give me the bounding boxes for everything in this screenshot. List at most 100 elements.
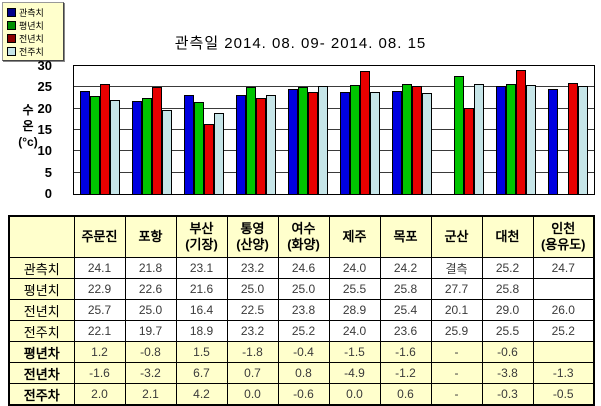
bar-series-container xyxy=(74,66,594,194)
bar-전년치-포항 xyxy=(152,87,162,194)
table-cell: 0.6 xyxy=(379,383,432,406)
row-header: 전주차 xyxy=(8,383,75,406)
gridline xyxy=(74,129,594,130)
bar-전년치-목포 xyxy=(412,85,422,194)
legend-key-swatch xyxy=(7,21,16,30)
table-cell: 21.8 xyxy=(124,257,177,279)
table-cell: 19.7 xyxy=(124,320,177,342)
table-cell: 24.1 xyxy=(73,257,126,279)
table-cell: 23.8 xyxy=(277,299,330,321)
table-cell: 22.9 xyxy=(73,278,126,300)
table-row-평년차: 평년차 1.2 -0.8 1.5 -1.8 -0.4 -1.5 -1.6- -0.6 xyxy=(8,341,595,363)
bar-관측치-포항 xyxy=(132,101,142,194)
bar-전년치-군산 xyxy=(464,108,474,194)
table-cell: 25.9 xyxy=(430,320,483,342)
bar-전주치-대천 xyxy=(526,85,536,194)
plot-area xyxy=(73,65,595,195)
table-row-전주치: 전주치 22.1 19.7 18.9 23.2 25.2 24.0 23.6 25.9 25.5 2… xyxy=(8,320,595,342)
legend-key-swatch xyxy=(7,47,16,56)
table-cell: 0.7 xyxy=(226,362,279,384)
y-axis-tick-label: 10 xyxy=(37,143,52,159)
y-axis-title: 수 온 (°c) xyxy=(18,103,38,149)
legend-item: 전주치 xyxy=(7,45,59,58)
table-cell: 1.2 xyxy=(73,341,126,363)
table-cell: - xyxy=(430,383,483,406)
bar-group-주문진 xyxy=(74,66,126,194)
bar-평년치-대천 xyxy=(506,83,516,194)
legend-item-label: 관측치 xyxy=(19,7,44,18)
row-header: 평년치 xyxy=(8,278,75,300)
column-header-부산(기장): 부산 (기장) xyxy=(175,215,228,258)
row-header: 전주치 xyxy=(8,320,75,342)
table-cell: 22.5 xyxy=(226,299,279,321)
table-cell: 23.2 xyxy=(226,257,279,279)
table-cell: 23.2 xyxy=(226,320,279,342)
table-cell: 23.1 xyxy=(175,257,228,279)
legend-item: 평년치 xyxy=(7,19,59,32)
table-cell: -4.9 xyxy=(328,362,381,384)
table-cell: 27.7 xyxy=(430,278,483,300)
bar-평년치-군산 xyxy=(454,75,464,194)
table-cell: 21.6 xyxy=(175,278,228,300)
bar-group-목포 xyxy=(386,66,438,194)
legend-item-label: 전주치 xyxy=(19,46,44,57)
table-cell: 25.7 xyxy=(73,299,126,321)
bar-평년치-부산(기장) xyxy=(194,101,204,194)
table-cell: 28.9 xyxy=(328,299,381,321)
legend-key-swatch xyxy=(7,34,16,43)
table-cell: -0.4 xyxy=(277,341,330,363)
bar-전년치-제주 xyxy=(360,70,370,194)
bar-전주치-포항 xyxy=(162,109,172,194)
gridline xyxy=(74,86,594,88)
table-cell: -0.6 xyxy=(277,383,330,406)
bar-전주치-주문진 xyxy=(110,99,120,194)
table-row-관측치: 관측치 24.1 21.8 23.1 23.2 24.6 24.0 24.2 결측 25.2 24.… xyxy=(8,257,595,279)
table-cell: 29.0 xyxy=(481,299,534,321)
table-cell: 0.0 xyxy=(328,383,381,406)
table-cell: -1.6 xyxy=(379,341,432,363)
row-header: 전년차 xyxy=(8,362,75,384)
column-header-군산: 군산 xyxy=(430,215,483,258)
y-axis-tick-label: 20 xyxy=(37,100,52,116)
bar-관측치-통영(산양) xyxy=(236,95,246,194)
bar-관측치-부산(기장) xyxy=(184,95,194,194)
table-cell: -1.2 xyxy=(379,362,432,384)
bar-group-인천(용유도) xyxy=(542,66,594,194)
table-cell: 22.6 xyxy=(124,278,177,300)
y-axis-tick-label: 5 xyxy=(44,164,52,180)
bar-평년치-제주 xyxy=(350,85,360,194)
legend-key-swatch xyxy=(7,8,16,17)
table-cell: 25.2 xyxy=(277,320,330,342)
y-axis-tick-label: 15 xyxy=(37,122,52,137)
table-cell: - xyxy=(430,362,483,384)
bar-group-포항 xyxy=(126,66,178,194)
table-cell: 22.1 xyxy=(73,320,126,342)
table-cell: 18.9 xyxy=(175,320,228,342)
bar-전주치-부산(기장) xyxy=(214,113,224,194)
bar-전주치-통영(산양) xyxy=(266,95,276,194)
table-cell: 4.2 xyxy=(175,383,228,406)
column-header-목포: 목포 xyxy=(379,215,432,258)
table-cell: - xyxy=(430,341,483,363)
bar-group-제주 xyxy=(334,66,386,194)
table-cell: 2.1 xyxy=(124,383,177,406)
bar-전주치-인천(용유도) xyxy=(578,86,588,194)
table-cell: -1.8 xyxy=(226,341,279,363)
table-cell: 25.0 xyxy=(226,278,279,300)
table-cell: 25.5 xyxy=(328,278,381,300)
legend-item-label: 전년치 xyxy=(19,33,44,44)
column-header-여수(화양): 여수 (화양) xyxy=(277,215,330,258)
table-cell: -0.6 xyxy=(481,341,534,363)
bar-group-군산 xyxy=(438,66,490,194)
bar-전주치-제주 xyxy=(370,91,380,194)
row-header: 평년차 xyxy=(8,341,75,363)
table-cell: 25.2 xyxy=(481,257,534,279)
bar-평년치-주문진 xyxy=(90,96,100,194)
column-header-통영(산양): 통영 (산양) xyxy=(226,215,279,258)
table-row-평년치: 평년치 22.9 22.6 21.6 25.0 25.0 25.5 25.8 27.7 25.8 xyxy=(8,278,595,300)
gridline xyxy=(74,107,594,109)
table-cell: 25.0 xyxy=(277,278,330,300)
table-cell: 23.6 xyxy=(379,320,432,342)
bar-관측치-여수(화양) xyxy=(288,89,298,194)
table-cell xyxy=(532,341,595,363)
